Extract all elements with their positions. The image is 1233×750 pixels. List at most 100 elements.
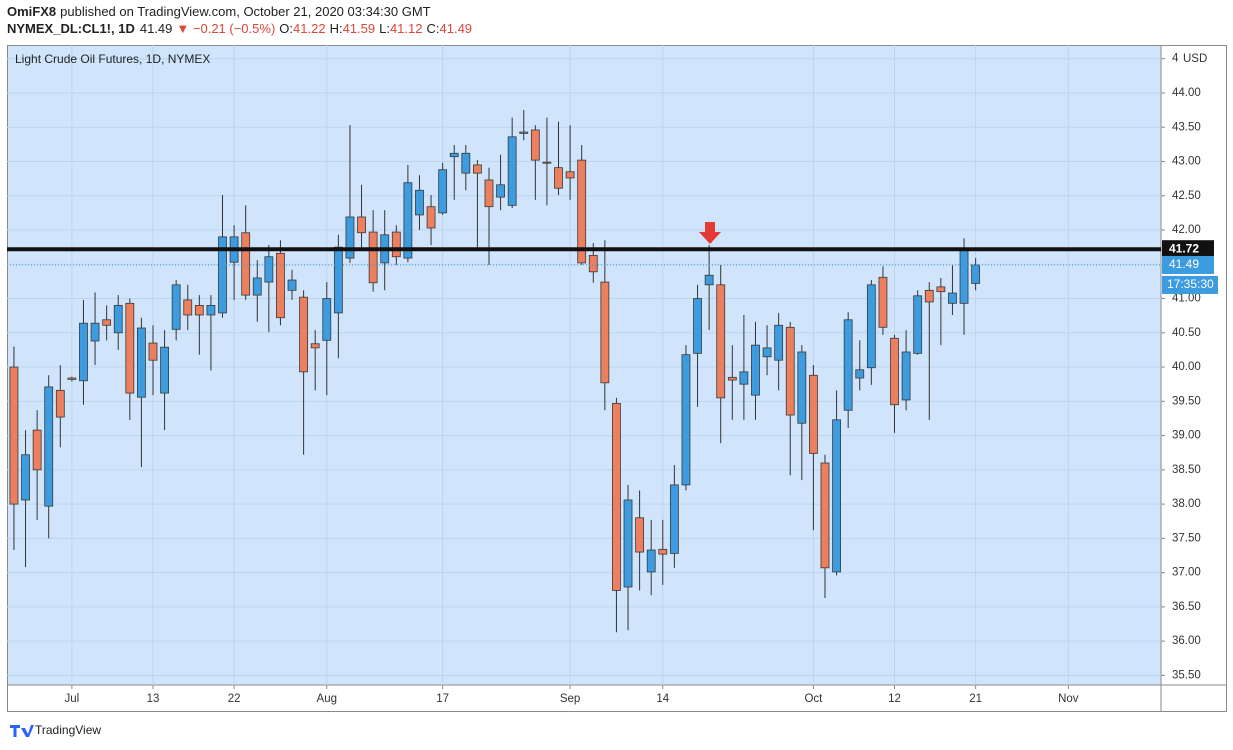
candle-body bbox=[832, 419, 841, 573]
candle-body bbox=[322, 298, 332, 341]
last-price-label: 41.49 bbox=[1169, 257, 1199, 271]
candle-body bbox=[948, 292, 957, 304]
candle-body bbox=[345, 216, 355, 259]
candle-body bbox=[716, 284, 726, 399]
x-tick-label: Aug bbox=[317, 693, 337, 705]
candle-body bbox=[530, 129, 540, 161]
candle-body bbox=[264, 256, 274, 283]
arrow-head bbox=[699, 232, 721, 244]
high-label: H: bbox=[330, 21, 343, 36]
candle-body bbox=[276, 252, 285, 319]
candle-body bbox=[449, 152, 459, 158]
candle-body bbox=[797, 351, 807, 424]
change: ▼ −0.21 (−0.5%) bbox=[176, 21, 275, 36]
candle-body bbox=[391, 231, 401, 258]
candle-body bbox=[681, 354, 691, 486]
candle-body bbox=[21, 454, 30, 501]
candle-body bbox=[194, 304, 204, 316]
y-tick-label: 35.50 bbox=[1172, 669, 1201, 681]
arrow-shaft bbox=[705, 222, 715, 233]
y-tick-label: 38.50 bbox=[1172, 464, 1201, 476]
x-tick-label: Oct bbox=[804, 693, 823, 705]
level-price-label: 41.72 bbox=[1169, 241, 1199, 255]
candle-body bbox=[9, 366, 19, 505]
candle-body bbox=[751, 344, 760, 396]
candle-body bbox=[727, 376, 737, 381]
low-value: 41.12 bbox=[390, 21, 423, 36]
candle-body bbox=[148, 342, 158, 361]
candle-body bbox=[878, 276, 888, 328]
candle-body bbox=[623, 499, 633, 588]
candle-body bbox=[693, 298, 702, 354]
open-label: O: bbox=[279, 21, 293, 36]
y-tick-label: 38.00 bbox=[1172, 498, 1201, 510]
signal-arrow bbox=[699, 222, 721, 244]
candle-body bbox=[843, 319, 853, 411]
candle-body bbox=[67, 377, 77, 380]
candle-body bbox=[0, 319, 6, 340]
y-tick-label: 40.00 bbox=[1172, 361, 1201, 373]
candle-body bbox=[160, 346, 169, 394]
last-value: 41.49 bbox=[140, 21, 173, 36]
logo-icon bbox=[10, 725, 34, 737]
candle-body bbox=[113, 304, 123, 334]
symbol-line: NYMEX_DL:CL1!, 1D 41.49 ▼ −0.21 (−0.5%) O:4… bbox=[7, 21, 472, 36]
candle-body bbox=[669, 484, 679, 554]
candle-body bbox=[357, 216, 366, 234]
candle-body bbox=[44, 386, 54, 507]
candle-body bbox=[461, 152, 471, 174]
y-tick-label: 37.00 bbox=[1172, 567, 1201, 579]
brand-logo: TradingView bbox=[10, 723, 101, 737]
open-value: 41.22 bbox=[293, 21, 326, 36]
candle-body bbox=[612, 402, 621, 591]
y-tick-label: 43.50 bbox=[1172, 121, 1201, 133]
candle-body bbox=[415, 189, 424, 216]
candle-body bbox=[299, 296, 309, 373]
candle-body bbox=[171, 284, 181, 330]
candle-body bbox=[252, 277, 262, 296]
last-price-box bbox=[1162, 255, 1214, 274]
y-tick-label: 39.00 bbox=[1172, 430, 1201, 442]
candle-body bbox=[820, 462, 830, 569]
candle-body bbox=[310, 343, 320, 349]
candle-body bbox=[507, 136, 517, 206]
candle-body bbox=[635, 517, 645, 553]
candle-body bbox=[913, 295, 923, 354]
x-tick-label: Nov bbox=[1058, 693, 1079, 705]
candle-body bbox=[762, 347, 772, 358]
y-tick-label: 40.50 bbox=[1172, 327, 1201, 339]
candle-body bbox=[403, 182, 413, 259]
candle-body bbox=[646, 549, 656, 573]
candle-body bbox=[936, 286, 946, 293]
candle-body bbox=[287, 279, 297, 291]
candle-body bbox=[658, 548, 668, 555]
candle-body bbox=[183, 299, 193, 316]
candle-body bbox=[924, 289, 934, 303]
y-tick-label: 39.50 bbox=[1172, 395, 1201, 407]
x-tick-label: 12 bbox=[888, 693, 901, 705]
candle-body bbox=[484, 179, 494, 208]
y-tick-label: 37.50 bbox=[1172, 532, 1201, 544]
x-tick-label: Jul bbox=[65, 693, 80, 705]
candle-body bbox=[739, 371, 749, 385]
candle-body bbox=[866, 284, 876, 369]
candle-body bbox=[333, 246, 343, 314]
candle-body bbox=[577, 159, 587, 264]
candle-body bbox=[588, 254, 598, 273]
candle-body bbox=[79, 322, 88, 382]
x-tick-label: 21 bbox=[969, 693, 982, 705]
candle-body bbox=[554, 167, 563, 189]
candle-body bbox=[241, 232, 251, 296]
plot-background bbox=[7, 45, 1161, 685]
candle-body bbox=[774, 324, 784, 361]
candle-body bbox=[102, 319, 112, 326]
candle-body bbox=[809, 374, 818, 454]
candle-body bbox=[32, 429, 42, 471]
candle-body bbox=[971, 264, 981, 284]
countdown: 17:35:30 bbox=[1167, 277, 1214, 291]
candle-body bbox=[218, 236, 227, 314]
candle-body bbox=[600, 281, 610, 384]
x-tick-label: 17 bbox=[436, 693, 449, 705]
y-tick-label: 36.00 bbox=[1172, 635, 1201, 647]
candles bbox=[0, 110, 981, 633]
